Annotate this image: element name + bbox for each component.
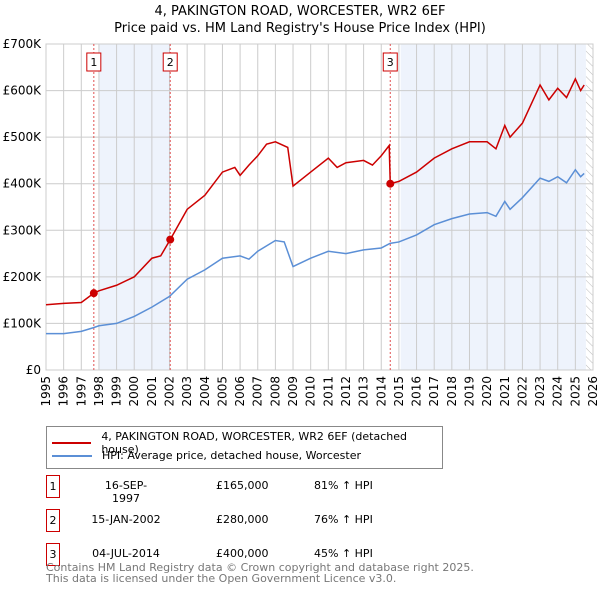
x-tick-label: 2011 — [321, 376, 335, 407]
sale-label-box — [382, 52, 398, 72]
x-tick-label: 2023 — [533, 376, 547, 407]
sale-marker-badge: 1 — [46, 475, 60, 498]
x-tick-label: 1998 — [92, 376, 106, 407]
x-tick-label: 2008 — [268, 376, 282, 407]
y-tick-label: £100K — [3, 316, 43, 330]
x-tick-label: 2003 — [180, 376, 194, 407]
x-tick-label: 2002 — [163, 376, 177, 407]
y-tick-label: £300K — [3, 223, 43, 237]
y-tick-label: £500K — [3, 130, 43, 144]
series-line — [46, 168, 585, 335]
x-tick-label: 2017 — [427, 376, 441, 407]
chart: 1995 1996 1997 1998 1999 2000 2001 2002 2003 2004… — [3, 37, 600, 407]
x-tick-label: 2001 — [145, 376, 159, 407]
shaded-period — [400, 44, 586, 370]
sale-price: £400,000 — [216, 547, 269, 560]
sale-label: 1 — [90, 56, 97, 69]
forecast-hatch — [585, 44, 593, 370]
x-tick-label: 2021 — [498, 376, 512, 407]
y-tick-label: £0 — [26, 363, 41, 377]
plot-border — [45, 43, 594, 371]
chart-title: 4, PAKINGTON ROAD, WORCESTER, WR2 6EF — [154, 4, 446, 19]
sale-row: 3 04-JUL-2014 £400,000 45% ↑ HPI — [46, 543, 446, 566]
x-tick-label: 2019 — [462, 376, 476, 407]
sale-marker-badge: 2 — [46, 509, 60, 532]
x-tick-label: 2000 — [127, 376, 141, 407]
x-tick-label: 1999 — [110, 376, 124, 407]
x-tick-label: 2015 — [392, 376, 406, 407]
x-tick-label: 2010 — [304, 376, 318, 407]
x-tick-label: 2020 — [480, 376, 494, 407]
footer-text: Contains HM Land Registry data © Crown c… — [46, 562, 474, 584]
legend-label: 4, PAKINGTON ROAD, WORCESTER, WR2 6EF (d… — [101, 430, 407, 456]
sale-hpi-change: 45% ↑ HPI — [314, 547, 373, 560]
x-tick-label: 1997 — [74, 376, 88, 407]
legend-swatch-blue — [52, 454, 92, 457]
y-tick-label: £400K — [3, 177, 43, 191]
sale-row: 1 16-SEP-1997 £165,000 81% ↑ HPI — [46, 475, 446, 505]
legend-swatch-red — [52, 442, 92, 444]
x-tick-label: 2014 — [374, 376, 388, 407]
x-tick-label: 2009 — [286, 376, 300, 407]
legend-label: HPI: Average price, detached house, Worc… — [102, 449, 362, 462]
sale-label: 3 — [387, 56, 394, 69]
sale-date: 16-SEP-1997 — [104, 479, 148, 505]
chart-subtitle: Price paid vs. HM Land Registry's House … — [114, 21, 486, 36]
sale-point — [386, 179, 395, 188]
x-tick-label: 2006 — [233, 376, 247, 407]
x-tick-label: 2012 — [339, 376, 353, 407]
x-tick-label: 2013 — [357, 376, 371, 407]
series-line — [45, 77, 585, 306]
x-tick-label: 2007 — [251, 376, 265, 407]
sale-label-box — [162, 52, 178, 72]
x-tick-label: 1996 — [57, 376, 71, 407]
x-tick-label: 2004 — [198, 376, 212, 407]
sale-date: 04-JUL-2014 — [92, 547, 160, 560]
sale-marker-badge: 3 — [46, 543, 60, 566]
footer-line-2: This data is licensed under the Open Gov… — [46, 572, 397, 585]
y-tick-label: £600K — [3, 84, 43, 98]
sale-price: £280,000 — [216, 513, 269, 526]
sale-hpi-change: 81% ↑ HPI — [314, 479, 373, 492]
sale-date: 15-JAN-2002 — [91, 513, 161, 526]
x-tick-label: 1995 — [39, 376, 53, 407]
x-tick-label: 2016 — [410, 376, 424, 407]
y-tick-label: £200K — [3, 270, 43, 284]
x-tick-label: 2005 — [215, 376, 229, 407]
sale-row: 2 15-JAN-2002 £280,000 76% ↑ HPI — [46, 509, 446, 532]
sale-point — [166, 235, 175, 244]
y-tick-label: £700K — [3, 37, 43, 51]
sale-label: 2 — [167, 56, 174, 69]
sale-point — [89, 289, 98, 298]
x-tick-label: 2024 — [551, 376, 565, 407]
sale-label-box — [86, 52, 102, 72]
x-tick-label: 2022 — [515, 376, 529, 407]
x-tick-label: 2026 — [586, 376, 600, 407]
x-tick-label: 2025 — [568, 376, 582, 407]
x-tick-label: 2018 — [445, 376, 459, 407]
footer-line-1: Contains HM Land Registry data © Crown c… — [46, 561, 474, 574]
sale-price: £165,000 — [216, 479, 269, 492]
sale-hpi-change: 76% ↑ HPI — [314, 513, 373, 526]
legend: 4, PAKINGTON ROAD, WORCESTER, WR2 6EF (d… — [46, 426, 443, 469]
